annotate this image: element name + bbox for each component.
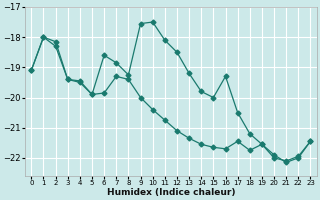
X-axis label: Humidex (Indice chaleur): Humidex (Indice chaleur) [107, 188, 235, 197]
